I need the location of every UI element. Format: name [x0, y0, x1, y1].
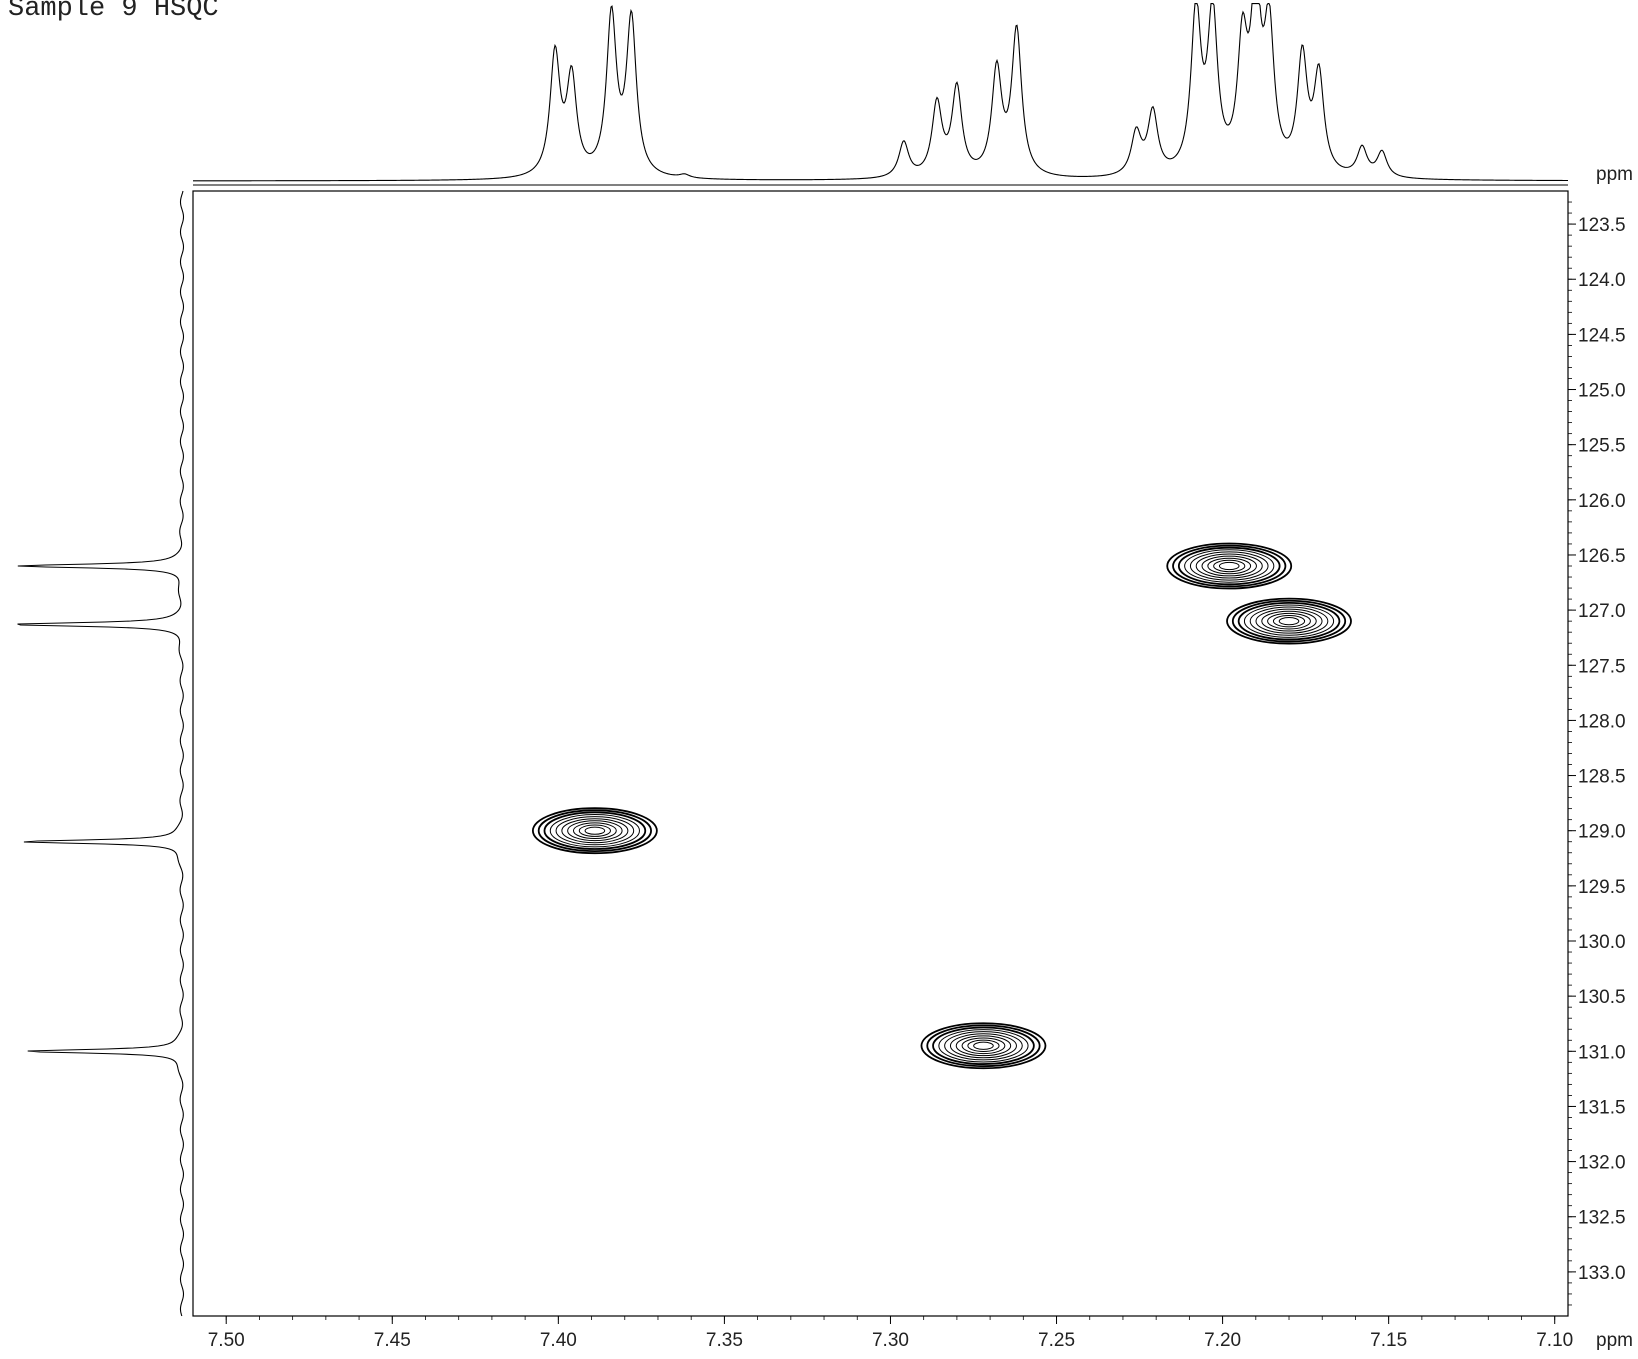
y-tick-label: 128.0: [1578, 711, 1626, 732]
y-tick-label: 127.0: [1578, 601, 1626, 622]
cross-peak: [531, 807, 658, 855]
y-tick-label: 124.5: [1578, 325, 1626, 346]
contour-level: [944, 1031, 1023, 1061]
x-tick-label: 7.40: [540, 1330, 577, 1351]
contour-level: [1213, 559, 1246, 573]
contour-level: [1218, 561, 1240, 571]
y-tick-label: 123.5: [1578, 215, 1626, 236]
contour-level: [1243, 604, 1335, 638]
contour-level: [584, 826, 606, 835]
contour-level: [549, 814, 640, 848]
contour-level: [1261, 610, 1317, 632]
x-tick-label: 7.20: [1204, 1330, 1241, 1351]
x-tick-label: 7.35: [706, 1330, 743, 1351]
contour-level: [1207, 557, 1252, 575]
cross-peak: [1226, 597, 1352, 645]
contour-level: [1237, 601, 1341, 641]
y-tick-label: 127.5: [1578, 656, 1626, 677]
contour-level: [537, 809, 652, 853]
contour-level: [531, 807, 658, 855]
y-tick-label: 132.0: [1578, 1153, 1626, 1174]
contour-level: [1267, 612, 1311, 630]
y-tick-label: 124.0: [1578, 270, 1626, 291]
contour-level: [1189, 551, 1269, 581]
contour-level: [1172, 544, 1287, 588]
x-tick-label: 7.50: [208, 1330, 245, 1351]
contour-level: [949, 1033, 1017, 1059]
contour-level: [1201, 555, 1257, 577]
y-tick-label: 125.0: [1578, 381, 1626, 402]
y-tick-label: 128.5: [1578, 767, 1626, 788]
y-tick-label: 133.0: [1578, 1263, 1626, 1284]
f2-projection: [193, 3, 1568, 182]
f1-projection: [17, 190, 185, 1317]
contour-level: [567, 820, 623, 842]
cross-peak: [1166, 542, 1293, 590]
f1-projection-trace: [17, 190, 185, 1317]
y-tick-label: 131.5: [1578, 1097, 1626, 1118]
cross-peaks: [531, 542, 1352, 1070]
contour-level: [1195, 553, 1263, 579]
y-axis: 123.5 124.0 124.5 125.0 125.5 126.0 126.5 127.0…: [1568, 201, 1626, 1306]
contour-level: [926, 1024, 1041, 1068]
contour-level: [938, 1029, 1029, 1063]
y-tick-label: 125.5: [1578, 436, 1626, 457]
y-tick-label: 130.0: [1578, 932, 1626, 953]
y-axis-unit: ppm: [1596, 164, 1633, 185]
contour-level: [1184, 549, 1275, 583]
chart-title: Sample 9 HSQC: [8, 0, 219, 24]
contour-level: [1249, 606, 1329, 636]
x-tick-label: 7.10: [1536, 1330, 1573, 1351]
y-tick-label: 132.5: [1578, 1208, 1626, 1229]
contour-level: [973, 1041, 994, 1050]
contour-level: [1166, 542, 1293, 590]
contour-level: [920, 1022, 1047, 1070]
x-axis: 7.50 7.45 7.40 7.35 7.30 7.25 7.20 7.15 7.10: [208, 1316, 1573, 1351]
x-tick-label: 7.45: [374, 1330, 411, 1351]
y-tick-label: 126.5: [1578, 546, 1626, 567]
contour-level: [561, 818, 629, 844]
cross-peak: [920, 1022, 1047, 1070]
contour-level: [1177, 546, 1281, 586]
x-tick-label: 7.15: [1370, 1330, 1407, 1351]
y-tick-label: 129.5: [1578, 877, 1626, 898]
contour-level: [955, 1035, 1012, 1057]
contour-level: [967, 1039, 1000, 1052]
x-tick-label: 7.25: [1038, 1330, 1075, 1351]
contour-level: [1255, 608, 1323, 634]
contour-level: [932, 1026, 1035, 1065]
y-tick-label: 131.0: [1578, 1042, 1626, 1063]
contour-level: [1278, 617, 1300, 626]
contour-level: [543, 811, 647, 850]
plot-frame: [192, 190, 1569, 1317]
y-tick-label: 126.0: [1578, 491, 1626, 512]
y-tick-label: 130.5: [1578, 987, 1626, 1008]
contour-level: [961, 1037, 1006, 1055]
x-axis-unit: ppm: [1596, 1330, 1633, 1351]
contour-level: [578, 824, 611, 837]
f2-projection-trace: [193, 3, 1568, 182]
y-tick-label: 129.0: [1578, 822, 1626, 843]
contour-level: [1231, 599, 1347, 643]
contour-level: [572, 822, 617, 840]
x-tick-label: 7.30: [872, 1330, 909, 1351]
contour-level: [555, 816, 635, 846]
contour-level: [1226, 597, 1352, 645]
contour-level: [1272, 614, 1306, 628]
